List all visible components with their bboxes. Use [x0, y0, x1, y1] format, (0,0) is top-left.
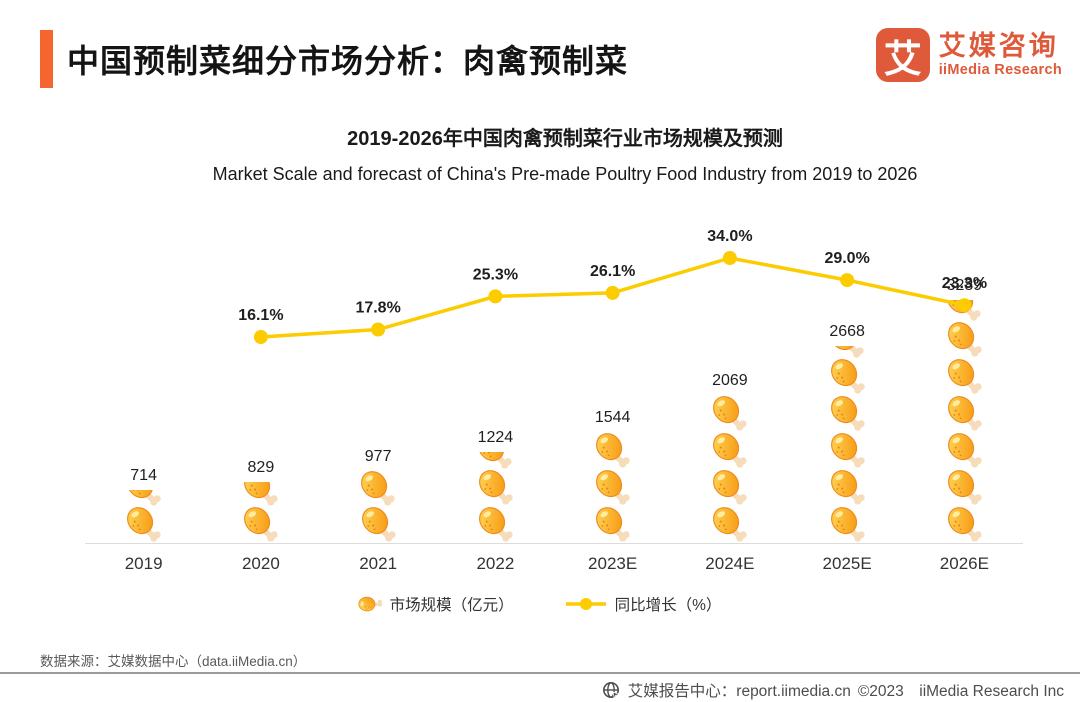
x-axis-label: 2021 [359, 554, 398, 573]
footer: 艾媒报告中心：report.iimedia.cn ©2023 iiMedia R… [602, 679, 1064, 701]
line-point [840, 273, 855, 288]
growth-line-series: 16.1% 17.8% 25.3% 26.1% 34.0% 29.0% 23.3% [238, 228, 987, 344]
line-value-label: 26.1% [590, 263, 635, 280]
line-value-label: 17.8% [355, 299, 400, 316]
line-point [605, 285, 620, 300]
legend-label-market-scale: 市场规模（亿元） [389, 597, 514, 614]
bar-column-2023E: 1544 2023E [554, 215, 671, 573]
bar-value-label: 3289 [946, 277, 983, 294]
line-value-label: 23.3% [942, 275, 987, 292]
line-point [488, 289, 503, 304]
logo-text-en: iiMedia Research [938, 61, 1062, 78]
bar-column-2020: 829 2020 [202, 215, 319, 573]
chart-titles: 2019-2026年中国肉禽预制菜行业市场规模及预测 Market Scale … [90, 122, 1040, 185]
bar-value-label: 1224 [477, 429, 514, 446]
logo-text-cn: 艾媒咨询 [938, 31, 1059, 62]
x-axis-label: 2026E [939, 554, 989, 573]
iimedia-logo: 艾 艾媒咨询 iiMedia Research [875, 28, 1062, 82]
bar-column-2026E: 3289 2026E [906, 215, 1023, 573]
chart-plot-area: 714 2019 829 2020 977 2021 1224 2022 1544 2023E 20… [85, 215, 1023, 573]
bar-value-label: 1544 [594, 409, 631, 426]
footer-copyright: ©2023 iiMedia Research Inc [857, 683, 1064, 700]
data-source-note: 数据来源：艾媒数据中心（data.iiMedia.cn） [40, 654, 307, 669]
bar-value-label: 977 [364, 448, 392, 465]
bar-column-2024E: 2069 2024E [671, 215, 788, 573]
legend-label-yoy-growth: 同比增长（%） [614, 597, 722, 614]
page-title: 中国预制菜细分市场分析：肉禽预制菜 [67, 43, 629, 79]
line-value-label: 29.0% [824, 250, 869, 267]
line-point [371, 322, 386, 337]
line-value-label: 16.1% [238, 307, 283, 324]
bar-value-label: 2668 [829, 323, 865, 340]
bar-value-label: 714 [130, 467, 157, 484]
x-axis-label: 2024E [705, 554, 755, 573]
footer-divider [0, 672, 1080, 674]
line-point [722, 251, 737, 266]
bar-column-2022: 1224 2022 [437, 215, 554, 573]
title-accent-bar [40, 30, 53, 88]
iimedia-logo-icon: 艾 [875, 28, 930, 82]
bar-value-label: 2069 [712, 372, 748, 389]
line-value-label: 25.3% [473, 266, 518, 283]
chart-legend: 市场规模（亿元） 同比增长（%） [0, 588, 1080, 620]
bar-column-2025E: 2668 2025E [789, 215, 906, 573]
footer-site: 艾媒报告中心：report.iimedia.cn [627, 683, 851, 700]
chart-title-en: Market Scale and forecast of China's Pre… [212, 164, 918, 184]
x-axis-label: 2022 [476, 554, 515, 573]
header: 中国预制菜细分市场分析：肉禽预制菜 [40, 30, 628, 88]
legend-item-market-scale: 市场规模（亿元） [354, 588, 514, 620]
line-value-label: 34.0% [707, 228, 752, 245]
line-point [957, 298, 972, 313]
x-axis-label: 2025E [822, 554, 872, 573]
line-marker-icon [565, 598, 606, 610]
x-axis-label: 2019 [124, 554, 163, 573]
bar-column-2021: 977 2021 [320, 215, 437, 573]
x-axis-label: 2020 [241, 554, 280, 573]
line-point [253, 330, 268, 344]
x-axis-label: 2023E [588, 554, 638, 573]
legend-item-yoy-growth: 同比增长（%） [565, 593, 722, 615]
bar-column-2019: 714 2019 [85, 215, 202, 573]
chart-title-cn: 2019-2026年中国肉禽预制菜行业市场规模及预测 [347, 128, 783, 150]
web-globe-icon [602, 681, 621, 699]
bar-value-label: 829 [247, 459, 275, 476]
drumstick-icon [354, 588, 386, 620]
